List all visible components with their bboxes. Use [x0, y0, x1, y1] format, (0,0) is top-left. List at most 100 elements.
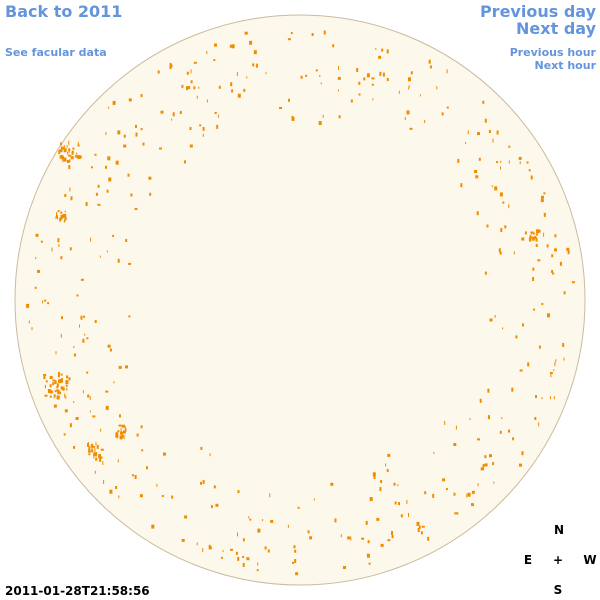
facula: [218, 85, 221, 89]
facula: [236, 72, 238, 76]
facula: [74, 154, 76, 158]
facula: [535, 395, 537, 398]
facula: [397, 484, 399, 487]
facula: [52, 382, 55, 386]
facula: [77, 141, 79, 146]
facula: [519, 161, 521, 165]
facula: [467, 492, 471, 497]
facula: [208, 544, 211, 549]
facula: [54, 394, 56, 398]
facula: [56, 395, 60, 400]
facula: [418, 525, 421, 529]
facula: [237, 93, 241, 98]
facula: [116, 435, 119, 439]
facula: [502, 201, 505, 204]
facula: [68, 140, 70, 145]
facula: [94, 153, 97, 156]
facula: [446, 488, 448, 491]
facula: [149, 192, 152, 196]
facula: [419, 94, 421, 97]
facula: [64, 149, 66, 152]
facula: [189, 144, 193, 148]
next-day-link[interactable]: Next day: [516, 19, 597, 38]
facula: [500, 160, 502, 163]
facula: [93, 455, 95, 459]
facula: [64, 216, 67, 220]
facula: [198, 86, 200, 89]
facula: [120, 431, 124, 435]
facula: [112, 234, 115, 237]
facula: [163, 452, 166, 456]
facula: [79, 324, 80, 328]
facula: [181, 538, 185, 542]
facula: [73, 353, 76, 357]
facula: [115, 432, 119, 437]
facula: [524, 231, 527, 235]
facula: [366, 73, 370, 78]
facula: [309, 536, 313, 540]
facula: [159, 147, 162, 150]
facula: [28, 320, 30, 324]
facula: [270, 519, 274, 523]
facula: [190, 80, 193, 84]
facula: [60, 386, 64, 390]
facula: [427, 536, 430, 541]
facula: [318, 121, 322, 125]
facula: [408, 513, 409, 517]
facula: [92, 445, 96, 448]
next-hour-link[interactable]: Next hour: [535, 59, 597, 72]
facula: [106, 189, 109, 193]
facula: [315, 69, 318, 72]
back-link[interactable]: Back to 2011: [5, 2, 122, 21]
facula: [64, 393, 66, 398]
facula: [214, 112, 217, 114]
facula: [338, 115, 341, 119]
facula: [455, 425, 457, 430]
facula: [128, 98, 132, 102]
facula: [186, 71, 189, 75]
facula: [508, 145, 511, 148]
facula: [206, 99, 208, 103]
facula: [55, 216, 57, 220]
facula: [337, 76, 341, 80]
facula: [508, 160, 510, 164]
facula: [368, 562, 371, 565]
facula: [386, 49, 389, 54]
facula: [466, 493, 468, 498]
facula: [502, 327, 504, 330]
facula: [56, 389, 59, 392]
facula: [60, 378, 63, 382]
facula: [60, 256, 63, 260]
facula: [55, 351, 57, 355]
facula: [124, 427, 126, 431]
facula: [161, 495, 164, 497]
facula: [60, 146, 64, 150]
facula: [135, 132, 138, 137]
facula: [543, 192, 546, 195]
facula: [379, 71, 382, 76]
facula: [60, 333, 62, 338]
facula: [487, 388, 490, 393]
facula: [246, 76, 248, 79]
facula: [217, 114, 219, 118]
facular-link[interactable]: See facular data: [5, 46, 107, 59]
facula: [68, 377, 71, 381]
facula: [90, 237, 92, 242]
facula: [526, 161, 529, 164]
facula: [87, 443, 89, 447]
facula: [107, 344, 111, 348]
facula: [499, 192, 503, 197]
facula: [350, 536, 352, 541]
facula: [482, 464, 485, 468]
facula: [475, 175, 479, 179]
previous-hour-link[interactable]: Previous hour: [510, 46, 597, 59]
previous-day-link[interactable]: Previous day: [480, 2, 597, 21]
facula: [319, 75, 321, 77]
facula: [555, 359, 557, 363]
facula: [305, 74, 308, 77]
facula: [184, 160, 186, 164]
facula: [134, 475, 137, 479]
facula: [531, 236, 533, 240]
facula: [140, 425, 143, 429]
facula: [87, 450, 91, 453]
